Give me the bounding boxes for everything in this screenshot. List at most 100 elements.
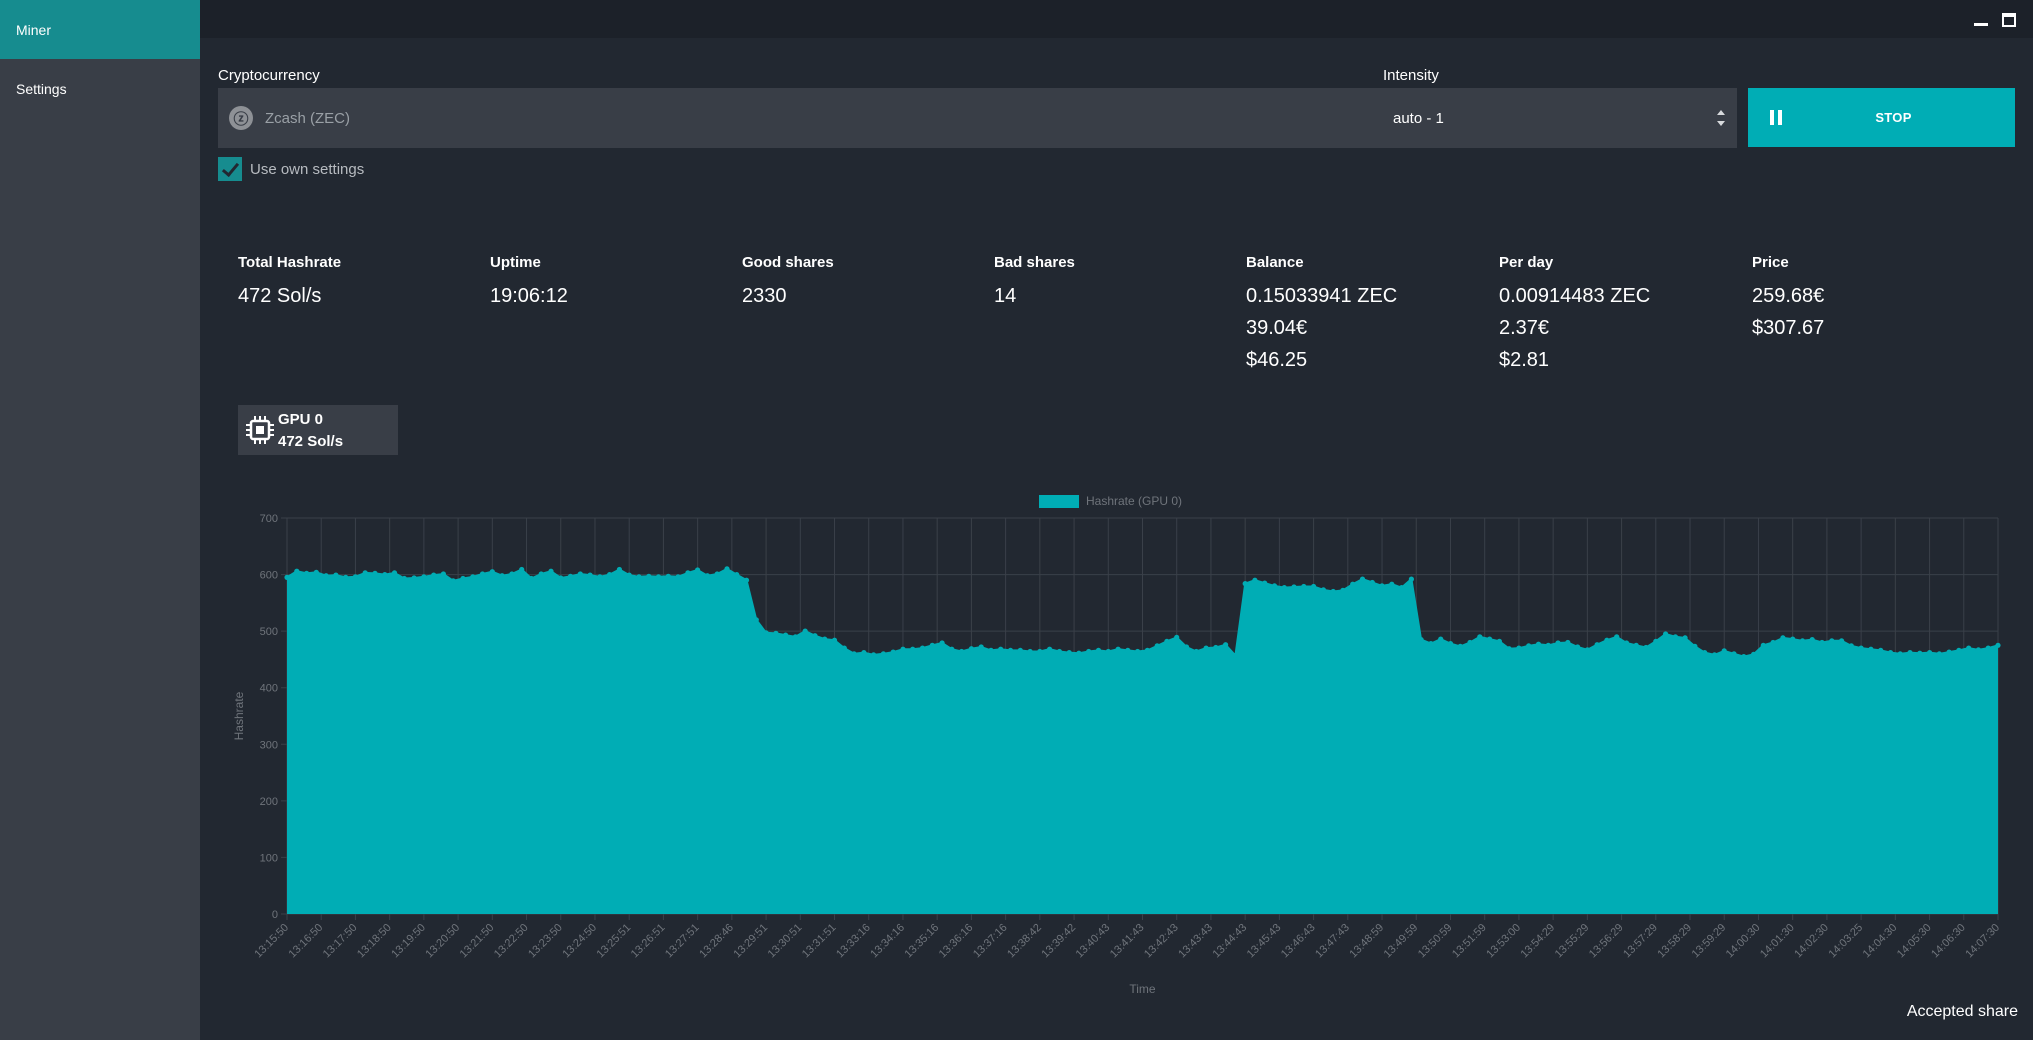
x-tick-label: 13:24:50 — [560, 922, 599, 961]
hashrate-point — [616, 566, 622, 573]
y-tick-label: 700 — [260, 513, 278, 525]
hashrate-point — [939, 640, 945, 646]
hashrate-point — [1741, 654, 1747, 660]
legend-swatch — [1039, 495, 1079, 508]
x-tick-label: 13:53:00 — [1484, 922, 1523, 961]
intensity-select[interactable]: auto - 1 — [1383, 88, 1737, 148]
hashrate-point — [1193, 648, 1199, 655]
gpu-name: GPU 0 — [278, 411, 324, 428]
hashrate-point — [1633, 642, 1639, 648]
stat-balance: Balance 0.15033941 ZEC 39.04€ $46.25 — [1246, 254, 1397, 376]
x-tick-label: 13:55:29 — [1553, 922, 1592, 961]
cryptocurrency-label: Cryptocurrency — [218, 67, 320, 84]
hashrate-point — [724, 566, 730, 572]
hashrate-point — [949, 646, 955, 652]
hashrate-point — [313, 569, 319, 575]
x-tick-label: 13:41:43 — [1108, 922, 1147, 961]
sidebar: Miner Settings — [0, 0, 200, 1040]
hashrate-point — [890, 649, 896, 655]
hashrate-point — [665, 573, 671, 579]
hashrate-point — [499, 573, 505, 579]
nav-item-miner[interactable]: Miner — [0, 0, 200, 59]
nav-item-settings[interactable]: Settings — [0, 59, 200, 118]
hashrate-point — [822, 636, 828, 642]
gpu-card[interactable]: GPU 0 472 Sol/s — [238, 405, 398, 455]
hashrate-point — [343, 574, 349, 581]
window-titlebar — [200, 0, 2033, 38]
hashrate-point — [910, 646, 916, 652]
hashrate-point — [763, 630, 769, 636]
hashrate-point — [548, 568, 554, 574]
minimize-icon[interactable] — [1972, 11, 1990, 29]
hashrate-point — [1702, 650, 1708, 656]
hashrate-point — [1428, 641, 1434, 647]
hashrate-point — [1487, 636, 1493, 642]
hashrate-point — [1770, 639, 1776, 646]
hashrate-point — [1076, 650, 1082, 656]
x-tick-label: 13:56:29 — [1587, 922, 1626, 961]
hashrate-point — [1575, 644, 1581, 650]
x-tick-label: 13:31:51 — [800, 922, 839, 961]
hashrate-point — [304, 570, 310, 577]
hashrate-point — [1301, 583, 1307, 590]
stat-value: 19:06:12 — [490, 285, 568, 307]
zcash-coin-icon: ⓩ — [229, 106, 253, 130]
hashrate-point — [1897, 651, 1903, 657]
hashrate-point — [1731, 651, 1737, 657]
stat-label: Good shares — [742, 254, 834, 271]
hashrate-point — [1565, 639, 1571, 646]
y-tick-label: 600 — [260, 570, 278, 582]
hashrate-point — [704, 573, 710, 579]
hashrate-point — [1174, 634, 1180, 641]
x-tick-label: 14:05:30 — [1895, 922, 1934, 961]
stat-uptime: Uptime 19:06:12 — [490, 254, 568, 312]
stop-button[interactable]: STOP — [1748, 88, 2015, 147]
x-tick-label: 13:47:43 — [1313, 922, 1352, 961]
x-tick-label: 13:27:51 — [663, 922, 702, 961]
hashrate-point — [1389, 581, 1395, 587]
hashrate-point — [880, 651, 887, 657]
use-own-settings-checkbox[interactable]: Use own settings — [218, 157, 364, 181]
cryptocurrency-value: Zcash (ZEC) — [265, 109, 351, 127]
checkbox-checked-icon[interactable] — [218, 157, 242, 181]
hashrate-point — [988, 647, 994, 654]
y-tick-label: 0 — [272, 909, 278, 921]
hashrate-chart: 010020030040050060070013:15:5013:16:5013… — [232, 494, 2002, 996]
hashrate-point — [1164, 638, 1170, 644]
hashrate-point — [1369, 579, 1375, 586]
hashrate-point — [1095, 647, 1102, 654]
hashrate-point — [519, 566, 525, 573]
x-tick-label: 14:04:30 — [1861, 922, 1900, 961]
stat-value: 14 — [994, 285, 1017, 307]
hashrate-point — [1917, 650, 1923, 656]
hashrate-point — [1663, 631, 1669, 637]
x-tick-label: 13:28:46 — [697, 922, 736, 961]
hashrate-point — [1027, 648, 1033, 655]
hashrate-point — [1829, 638, 1835, 644]
cryptocurrency-select[interactable]: ⓩ Zcash (ZEC) — [218, 88, 1571, 148]
hashrate-point — [1751, 651, 1757, 657]
y-tick-label: 100 — [260, 852, 278, 864]
hashrate-point — [1213, 644, 1219, 651]
x-tick-label: 13:17:50 — [321, 922, 360, 961]
nav-item-label: Miner — [16, 21, 52, 38]
hashrate-point — [900, 646, 906, 652]
hashrate-point — [1447, 641, 1454, 647]
stat-value: 0.15033941 ZEC — [1246, 285, 1398, 307]
x-tick-label: 13:45:43 — [1245, 922, 1284, 961]
hashrate-point — [646, 573, 652, 579]
hashrate-point — [636, 574, 642, 580]
maximize-icon[interactable] — [2000, 11, 2018, 29]
hashrate-point — [871, 652, 877, 658]
hashrate-point — [831, 637, 838, 643]
hashrate-point — [450, 578, 456, 584]
hashrate-point — [1878, 647, 1884, 654]
hashrate-point — [1721, 648, 1727, 654]
x-tick-label: 13:29:51 — [731, 922, 770, 961]
hashrate-point — [440, 571, 446, 577]
x-tick-label: 13:40:43 — [1074, 922, 1113, 961]
hashrate-point — [1252, 577, 1258, 583]
hashrate-point — [1125, 647, 1131, 654]
x-tick-label: 13:19:50 — [389, 922, 428, 961]
hashrate-point — [382, 572, 388, 578]
